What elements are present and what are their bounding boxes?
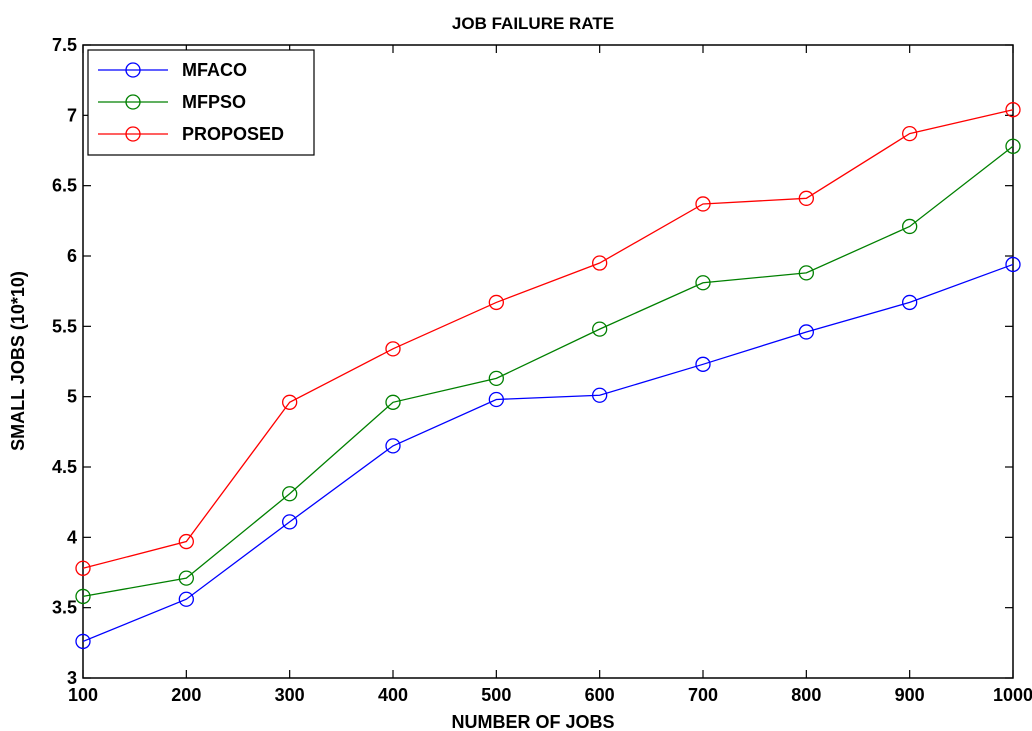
y-tick-label: 7: [67, 105, 77, 125]
data-point: [592, 387, 608, 403]
legend-label: MFACO: [182, 60, 247, 80]
data-point: [592, 321, 608, 337]
data-point: [695, 196, 711, 212]
data-point: [798, 265, 814, 281]
legend: MFACO MFPSO PROPOSED: [87, 49, 315, 156]
data-point: [178, 570, 194, 586]
series-mfpso: [75, 138, 1021, 605]
series-layer: [75, 102, 1021, 650]
legend-item: PROPOSED: [98, 124, 284, 144]
legend-label: PROPOSED: [182, 124, 284, 144]
data-point: [695, 275, 711, 291]
chart-title: JOB FAILURE RATE: [452, 14, 614, 33]
data-point: [385, 438, 401, 454]
y-tick-label: 7.5: [52, 35, 77, 55]
data-point: [902, 218, 918, 235]
x-tick-label: 400: [378, 685, 408, 705]
data-point: [75, 588, 91, 605]
data-point: [385, 394, 401, 410]
x-tick-label: 600: [585, 685, 615, 705]
legend-marker: [125, 62, 141, 78]
data-point: [695, 356, 711, 372]
x-tick-label: 800: [791, 685, 821, 705]
x-tick-label: 700: [688, 685, 718, 705]
data-point: [488, 391, 504, 408]
data-point: [75, 633, 91, 650]
data-point: [75, 560, 91, 576]
y-tick-label: 4.5: [52, 457, 77, 477]
x-tick-label: 300: [275, 685, 305, 705]
legend-marker: [125, 94, 141, 110]
data-point: [282, 486, 298, 502]
data-point: [488, 294, 504, 311]
x-tick-label: 500: [481, 685, 511, 705]
data-point: [178, 591, 194, 607]
data-point: [282, 514, 298, 530]
y-tick-label: 3.5: [52, 598, 77, 618]
y-tick-label: 5: [67, 387, 77, 407]
data-point: [1005, 138, 1021, 154]
data-point: [798, 324, 814, 340]
data-point: [488, 370, 504, 387]
series-line: [82, 109, 1014, 569]
data-point: [178, 533, 194, 550]
x-axis-label: NUMBER OF JOBS: [451, 712, 614, 731]
y-tick-label: 5.5: [52, 316, 77, 336]
y-tick-label: 6: [67, 246, 77, 266]
y-tick-label: 3: [67, 668, 77, 688]
x-tick-label: 1000: [993, 685, 1032, 705]
legend-label: MFPSO: [182, 92, 246, 112]
data-point: [282, 394, 298, 410]
data-point: [902, 294, 918, 311]
data-point: [902, 125, 918, 142]
axis-ticks: 100 200 300 400 500 600 700 800 900 1000 3 3.5 4 4.5 5…: [52, 35, 1032, 705]
data-point: [798, 190, 814, 206]
data-point: [1005, 102, 1021, 118]
legend-item: MFPSO: [98, 92, 246, 112]
series-line: [82, 263, 1014, 643]
series-proposed: [75, 102, 1021, 576]
legend-marker: [125, 126, 141, 142]
data-point: [592, 255, 608, 271]
y-axis-label: SMALL JOBS (10*10): [8, 271, 28, 451]
legend-item: MFACO: [98, 60, 247, 80]
plot-area: [82, 44, 1014, 679]
data-point: [1005, 256, 1021, 273]
series-mfaco: [75, 256, 1021, 650]
series-line: [82, 145, 1014, 598]
x-tick-label: 200: [171, 685, 201, 705]
y-tick-label: 4: [67, 527, 77, 547]
y-tick-label: 6.5: [52, 176, 77, 196]
x-tick-label: 900: [895, 685, 925, 705]
x-tick-label: 100: [68, 685, 98, 705]
data-point: [385, 341, 401, 357]
